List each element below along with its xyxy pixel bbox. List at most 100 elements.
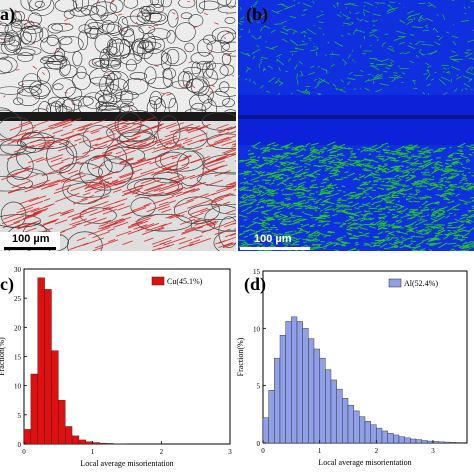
kam-feature: [259, 84, 264, 89]
kam-feature: [262, 187, 271, 191]
low-angle-boundary: [50, 157, 63, 163]
kam-feature: [394, 238, 399, 242]
kam-feature: [387, 7, 399, 11]
low-angle-boundary: [165, 186, 186, 195]
kam-feature: [431, 237, 439, 241]
kam-feature: [401, 159, 410, 163]
low-angle-boundary: [135, 140, 158, 150]
grain-boundary: [114, 111, 142, 138]
kam-feature: [303, 145, 307, 148]
kam-feature: [317, 164, 327, 168]
kam-feature: [257, 184, 267, 188]
kam-feature: [307, 28, 317, 35]
kam-feature: [390, 59, 395, 63]
kam-feature: [405, 229, 414, 233]
grain-boundary: [120, 89, 134, 105]
kam-feature: [456, 74, 459, 76]
kam-feature: [341, 185, 346, 188]
low-angle-boundary: [70, 183, 92, 192]
kam-feature: [428, 248, 433, 251]
kam-feature: [240, 16, 245, 20]
kam-feature: [318, 21, 324, 24]
kam-feature: [296, 154, 304, 158]
low-angle-boundary: [84, 182, 103, 190]
y-tick-label: 30: [14, 266, 22, 274]
x-tick-label: 3: [431, 447, 435, 455]
kam-feature: [447, 242, 457, 245]
kam-feature: [430, 184, 438, 186]
grain-boundary: [211, 26, 236, 43]
kam-feature: [395, 230, 401, 234]
kam-feature: [277, 206, 285, 211]
kam-feature: [377, 194, 386, 199]
grain-boundary: [130, 197, 156, 217]
grain-boundary: [225, 0, 236, 9]
x-tick-label: 2: [375, 447, 379, 455]
kam-feature: [364, 1, 374, 6]
kam-feature: [308, 157, 317, 163]
kam-feature: [344, 171, 349, 174]
low-angle-boundary: [118, 168, 143, 178]
grain-boundary: [106, 37, 124, 58]
kam-feature: [351, 4, 358, 7]
low-angle-boundary: [169, 214, 181, 219]
grain-boundary: [220, 32, 236, 52]
low-angle-boundary: [214, 170, 231, 177]
low-angle-boundary: [187, 126, 204, 134]
kam-feature: [251, 48, 261, 55]
low-angle-boundary: [188, 212, 204, 219]
histogram-bar: [92, 442, 100, 445]
kam-feature: [395, 170, 400, 173]
kam-feature: [314, 201, 319, 205]
kam-feature: [255, 228, 263, 234]
grain-boundary: [47, 96, 65, 107]
kam-feature: [433, 241, 442, 246]
kam-feature: [312, 243, 322, 246]
low-angle-boundary: [55, 192, 80, 203]
low-angle-boundary: [82, 119, 107, 129]
kam-feature: [358, 165, 363, 167]
kam-feature: [265, 189, 274, 192]
kam-feature: [434, 163, 437, 166]
kam-feature: [360, 147, 368, 153]
kam-feature: [353, 178, 361, 181]
low-angle-boundary: [91, 143, 98, 147]
low-angle-boundary: [40, 185, 52, 190]
low-angle-boundary: [153, 143, 171, 150]
grain-boundary: [141, 11, 151, 22]
kam-feature: [415, 54, 420, 59]
kam-feature: [238, 239, 246, 242]
kam-feature: [423, 158, 433, 164]
kam-feature: [421, 238, 431, 242]
low-angle-boundary: [229, 57, 232, 60]
kam-feature: [276, 9, 283, 13]
panel-a-scale-bar: [0, 232, 60, 250]
kam-feature: [292, 29, 298, 33]
low-angle-boundary: [165, 188, 184, 196]
kam-feature: [400, 155, 409, 158]
low-angle-boundary: [79, 208, 98, 216]
kam-feature: [268, 238, 273, 242]
kam-feature: [274, 80, 279, 84]
low-angle-boundary: [156, 137, 178, 146]
low-angle-boundary: [88, 137, 102, 143]
kam-feature: [312, 148, 320, 152]
low-angle-boundary: [208, 131, 230, 140]
kam-feature: [446, 177, 454, 180]
low-angle-boundary: [140, 78, 142, 82]
low-angle-boundary: [150, 167, 172, 176]
kam-feature: [429, 178, 435, 181]
kam-feature: [267, 190, 272, 193]
kam-feature: [368, 225, 377, 229]
kam-feature: [325, 191, 333, 194]
low-angle-boundary: [114, 181, 126, 186]
grain-boundary: [76, 66, 87, 79]
kam-feature: [337, 153, 345, 157]
low-angle-boundary: [141, 147, 155, 153]
histogram-bar: [64, 426, 73, 445]
kam-feature: [323, 247, 327, 250]
kam-feature: [348, 147, 354, 150]
kam-feature: [465, 183, 471, 188]
low-angle-boundary: [14, 9, 19, 13]
low-angle-boundary: [165, 122, 184, 130]
